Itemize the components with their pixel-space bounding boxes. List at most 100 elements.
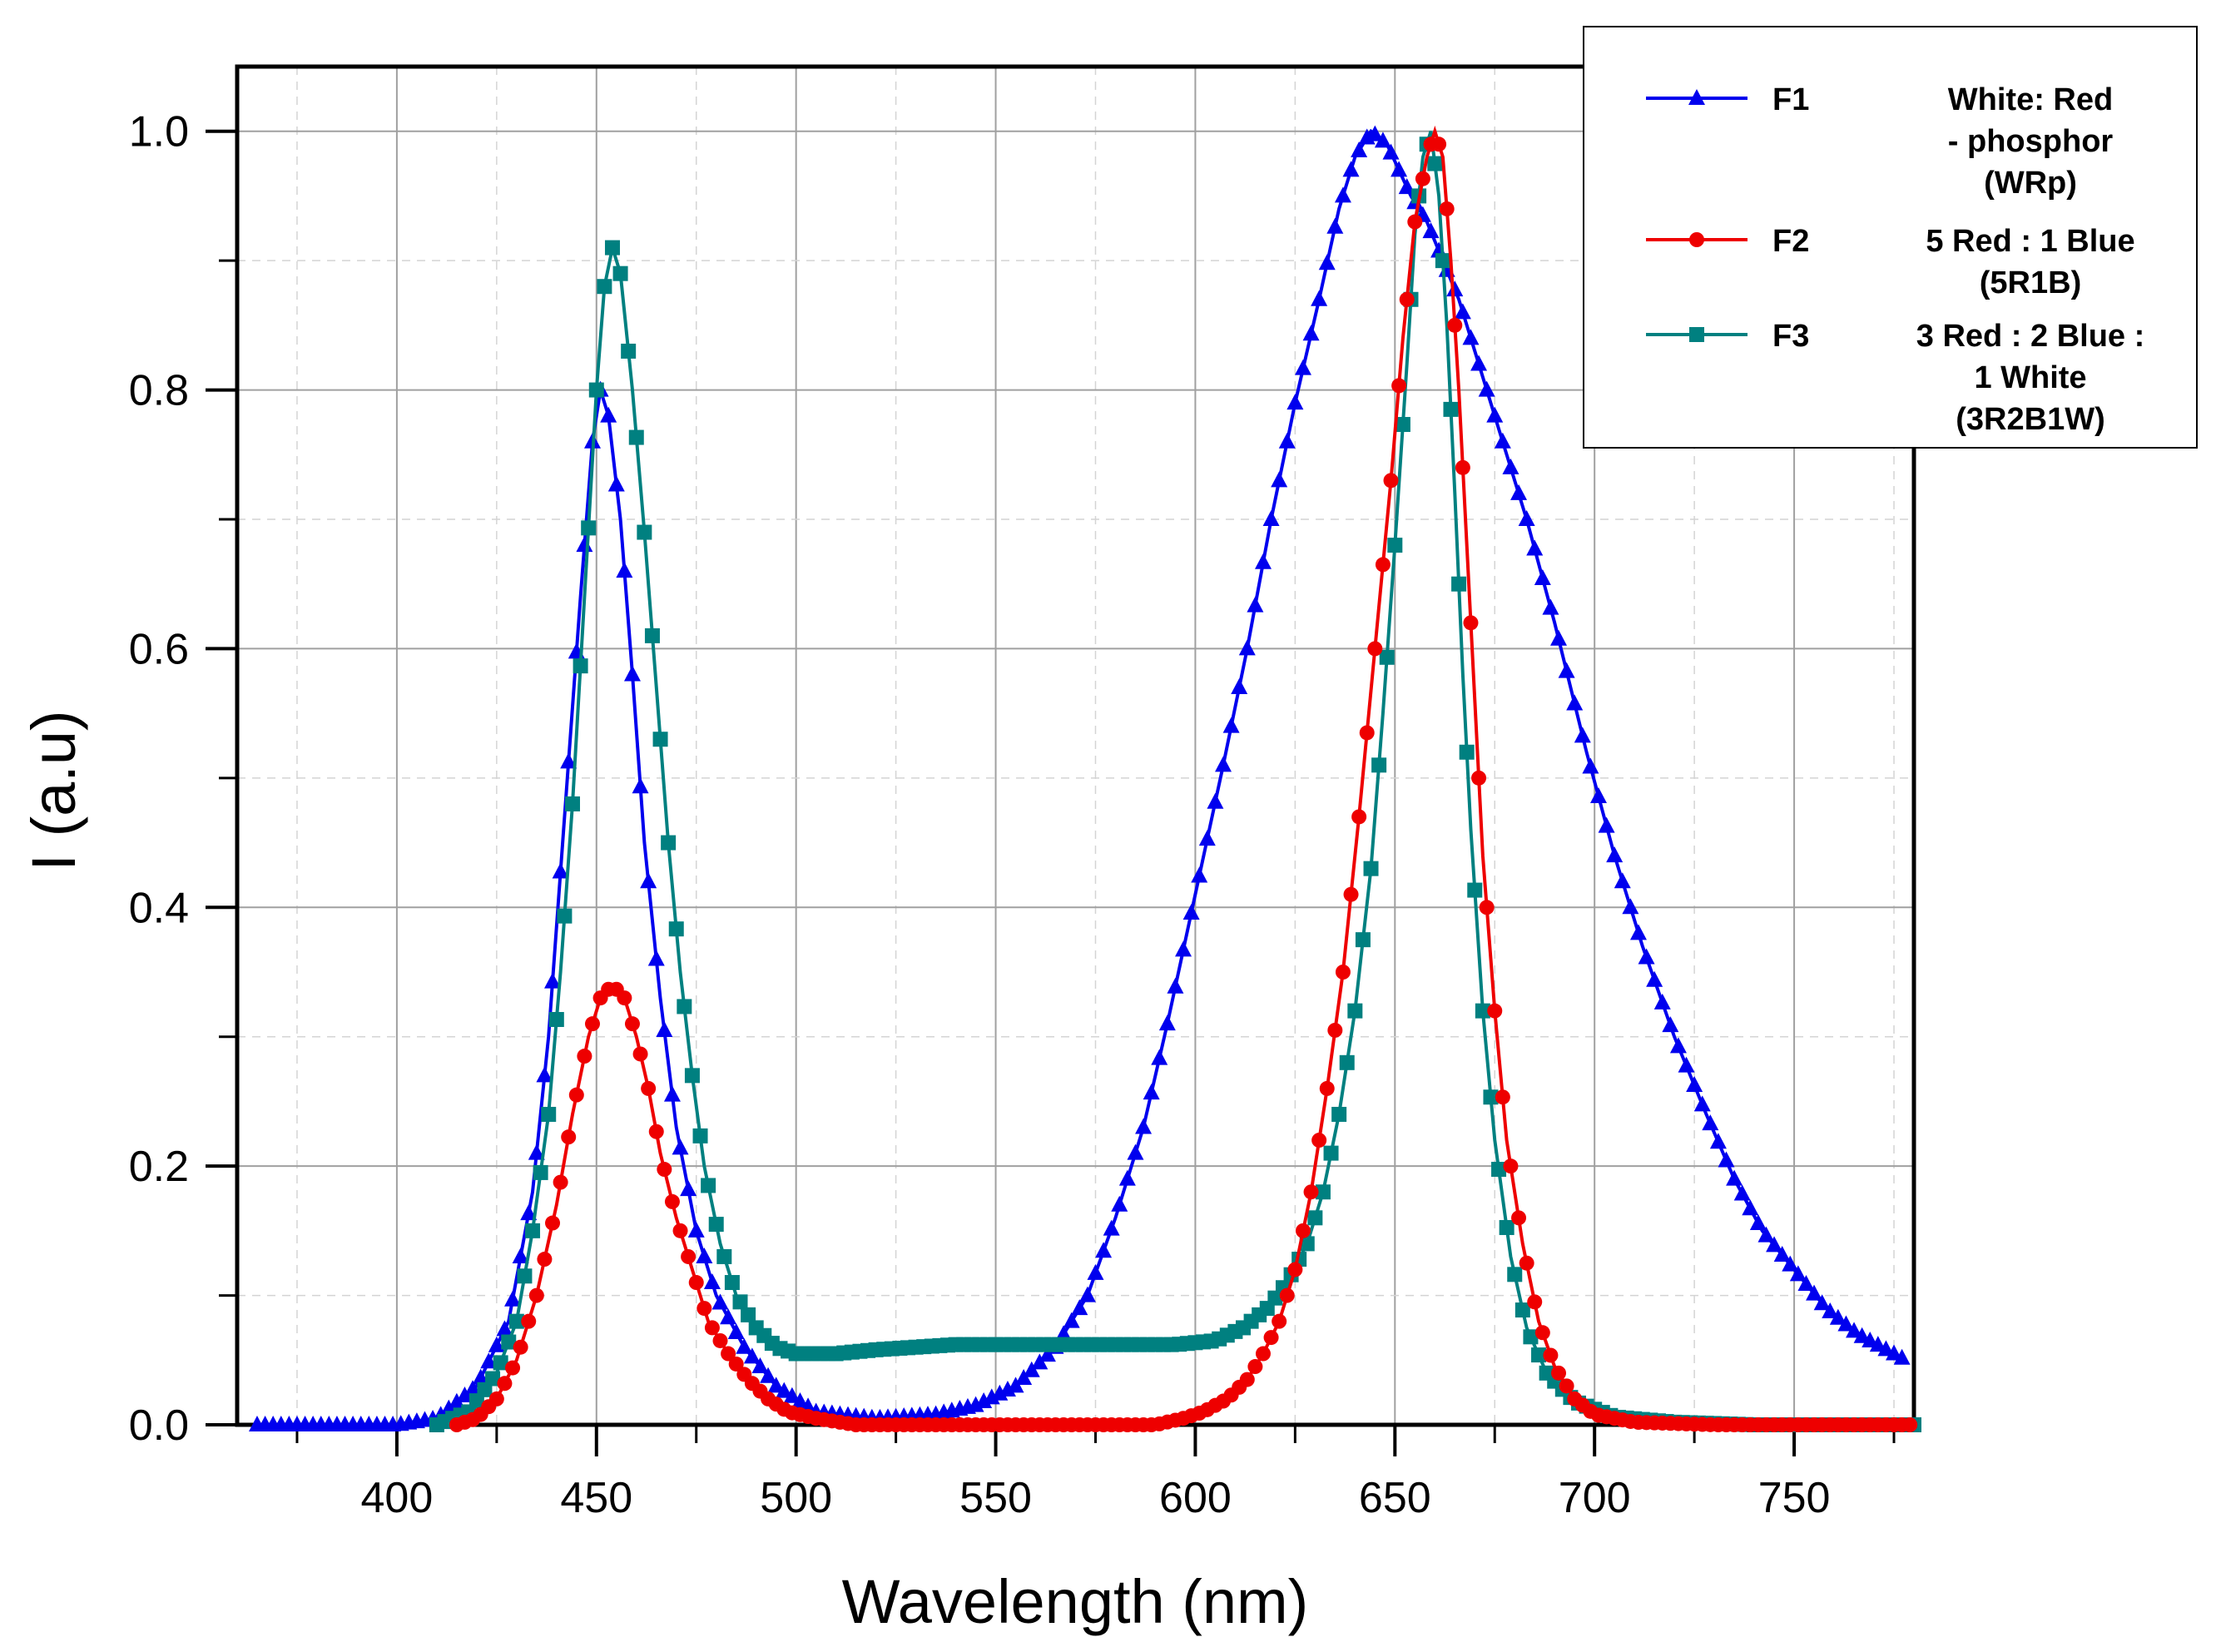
legend-desc-F3: 3 Red : 2 Blue : (1916, 319, 2145, 354)
marker-F2 (1503, 1158, 1519, 1174)
marker-F1 (1726, 1169, 1743, 1186)
marker-F1 (1422, 222, 1440, 239)
marker-F1 (1550, 629, 1568, 646)
marker-F1 (1782, 1255, 1799, 1272)
x-tick-label: 650 (1359, 1474, 1431, 1522)
marker-F2 (1367, 641, 1383, 657)
marker-F1 (687, 1221, 705, 1238)
marker-F3 (668, 921, 684, 937)
marker-F2 (664, 1193, 680, 1209)
marker-F1 (647, 950, 665, 966)
marker-F1 (528, 1144, 545, 1160)
marker-F3 (677, 999, 692, 1015)
marker-F3 (1355, 932, 1371, 948)
marker-F1 (512, 1247, 529, 1263)
marker-F3 (597, 279, 612, 295)
marker-F2 (1295, 1223, 1311, 1238)
marker-F1 (600, 406, 617, 423)
marker-F1 (1749, 1213, 1767, 1230)
marker-F3 (701, 1178, 716, 1193)
marker-F2 (497, 1376, 513, 1392)
marker-F1 (1055, 1325, 1073, 1342)
marker-F1 (672, 1139, 689, 1155)
marker-F2 (697, 1301, 712, 1317)
marker-F1 (1215, 756, 1232, 772)
x-tick-label: 450 (560, 1474, 632, 1522)
marker-F1 (711, 1293, 729, 1310)
marker-F1 (1558, 662, 1575, 678)
marker-F1 (488, 1336, 505, 1352)
marker-F3 (1339, 1054, 1355, 1070)
marker-F1 (1789, 1265, 1807, 1282)
marker-F1 (1391, 161, 1408, 177)
marker-F3 (548, 1011, 564, 1027)
legend-marker-F3 (1689, 327, 1704, 342)
marker-F1 (496, 1320, 513, 1337)
marker-F2 (488, 1391, 504, 1406)
marker-F3 (1515, 1302, 1530, 1318)
marker-F2 (672, 1223, 688, 1238)
marker-F3 (1443, 401, 1459, 417)
marker-F1 (1071, 1299, 1088, 1316)
marker-F1 (743, 1347, 761, 1364)
x-tick-label: 750 (1758, 1474, 1831, 1522)
marker-F1 (1669, 1037, 1687, 1054)
marker-F3 (692, 1128, 708, 1144)
marker-F3 (724, 1275, 740, 1291)
marker-F1 (1709, 1133, 1727, 1149)
marker-F2 (704, 1320, 720, 1336)
marker-F1 (1622, 898, 1639, 915)
x-tick-label: 400 (361, 1474, 434, 1522)
marker-F2 (1543, 1347, 1559, 1363)
marker-F1 (751, 1357, 769, 1374)
marker-F1 (1254, 553, 1272, 569)
marker-F2 (1319, 1080, 1335, 1096)
marker-F2 (624, 1016, 640, 1032)
marker-F1 (623, 665, 641, 682)
marker-F1 (1198, 830, 1216, 846)
marker-F1 (1542, 598, 1559, 615)
legend-marker-F1 (1688, 89, 1705, 105)
marker-F1 (1534, 569, 1551, 586)
marker-F2 (632, 1046, 648, 1062)
marker-F1 (1797, 1274, 1815, 1291)
marker-F1 (1342, 161, 1360, 177)
y-axis-title: I (a.u) (19, 710, 88, 871)
marker-F2 (1383, 473, 1399, 489)
marker-F1 (736, 1337, 753, 1354)
marker-F2 (1239, 1372, 1255, 1387)
marker-F2 (1343, 886, 1359, 902)
marker-F3 (508, 1313, 524, 1329)
marker-F2 (1287, 1262, 1303, 1277)
legend-marker-F2 (1689, 232, 1704, 247)
x-tick-label: 550 (959, 1474, 1032, 1522)
marker-F2 (521, 1313, 537, 1329)
marker-F3 (708, 1217, 724, 1233)
marker-F1 (1127, 1144, 1144, 1160)
marker-F2 (1327, 1022, 1343, 1038)
x-tick-label: 500 (760, 1474, 832, 1522)
marker-F2 (1263, 1330, 1279, 1346)
marker-F1 (480, 1352, 498, 1369)
marker-F1 (1742, 1199, 1759, 1216)
marker-F1 (1822, 1302, 1839, 1318)
marker-F3 (517, 1268, 533, 1284)
marker-F1 (1382, 143, 1400, 160)
marker-F1 (1262, 510, 1280, 526)
marker-F2 (1479, 900, 1495, 915)
marker-F1 (1574, 727, 1591, 743)
marker-F1 (1454, 303, 1471, 320)
marker-F1 (720, 1308, 737, 1325)
legend-desc-F1: (WRp) (1984, 166, 2077, 201)
marker-F1 (1398, 178, 1415, 195)
marker-F1 (680, 1180, 697, 1197)
marker-F1 (703, 1273, 721, 1290)
marker-F2 (1463, 615, 1479, 631)
marker-F2 (1351, 809, 1367, 825)
marker-F1 (1478, 380, 1495, 397)
y-tick-label: 0.2 (129, 1143, 189, 1191)
marker-F1 (791, 1392, 809, 1409)
marker-F2 (561, 1129, 577, 1145)
marker-F2 (584, 1016, 600, 1032)
